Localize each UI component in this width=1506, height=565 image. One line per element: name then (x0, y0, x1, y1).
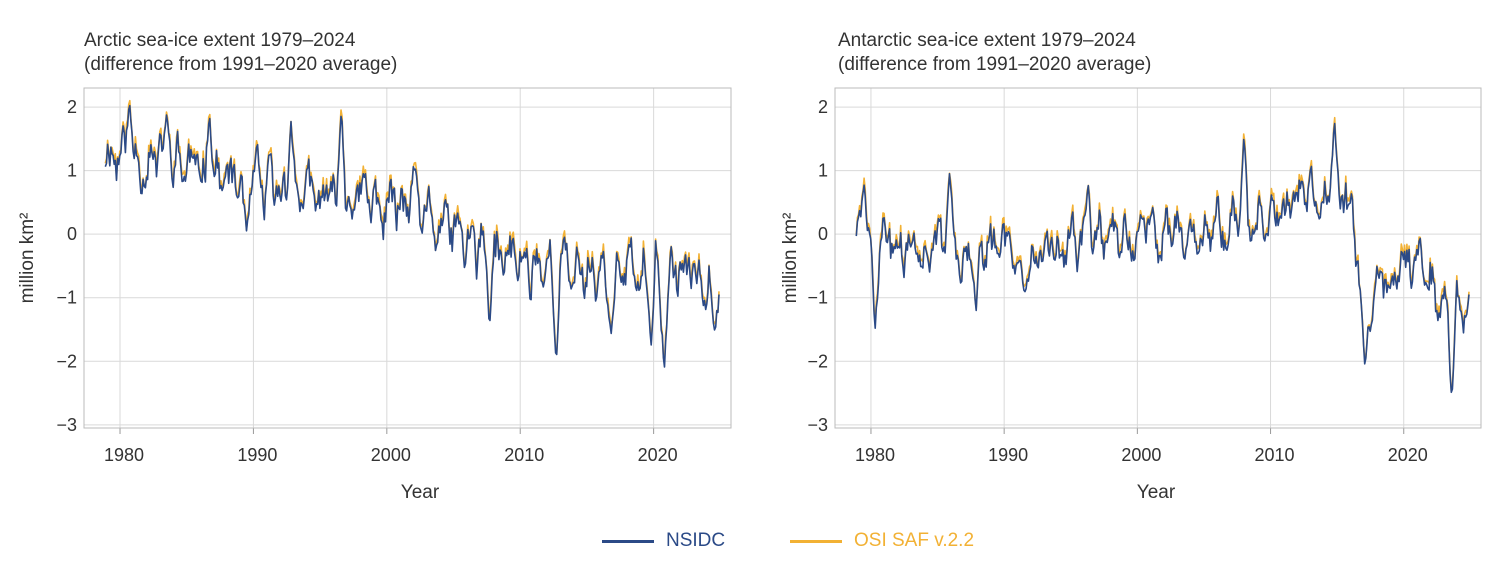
arctic-series-osisaf (104, 99, 720, 364)
antarctic-x-tick-label: 1990 (988, 445, 1028, 465)
antarctic-y-tick-label: −1 (807, 288, 828, 308)
antarctic-x-tick-label: 2010 (1255, 445, 1295, 465)
arctic-title-line1: Arctic sea-ice extent 1979–2024 (84, 30, 356, 51)
antarctic-x-tick-label: 2000 (1121, 445, 1161, 465)
antarctic-series-nsidc (855, 122, 1470, 394)
arctic-y-tick-label: 2 (67, 97, 77, 117)
legend-label-osisaf: OSI SAF v.2.2 (854, 530, 975, 551)
legend-label-nsidc: NSIDC (666, 530, 726, 551)
antarctic-y-tick-label: 0 (818, 224, 828, 244)
legend-item-osisaf: OSI SAF v.2.2 (790, 530, 974, 552)
arctic-y-tick-label: 0 (67, 224, 77, 244)
arctic-plot: 2 1 0 −1 −2 −3 1980 1990 2000 2010 2020 (56, 87, 732, 465)
arctic-title-line2: (difference from 1991–2020 average) (84, 54, 398, 75)
arctic-y-axis-label: million km² (17, 212, 38, 304)
legend-swatch-osisaf (790, 539, 842, 543)
arctic-x-tick-label: 2000 (371, 445, 411, 465)
arctic-x-axis-label: Year (400, 482, 440, 503)
arctic-y-tick-label: −1 (56, 288, 77, 308)
antarctic-y-tick-label: −2 (807, 351, 828, 371)
arctic-series-nsidc (104, 104, 720, 368)
antarctic-y-tick-label: −3 (807, 415, 828, 435)
antarctic-y-axis-label: million km² (780, 212, 801, 304)
antarctic-y-tick-label: 1 (818, 161, 828, 181)
antarctic-title: Antarctic sea-ice extent 1979–2024 (diff… (838, 29, 1151, 77)
antarctic-x-tick-label: 1980 (855, 445, 895, 465)
arctic-y-tick-label: −3 (56, 415, 77, 435)
arctic-x-tick-label: 1980 (104, 445, 144, 465)
legend: NSIDC OSI SAF v.2.2 (0, 530, 1506, 560)
arctic-y-tick-label: 1 (67, 161, 77, 181)
antarctic-title-line1: Antarctic sea-ice extent 1979–2024 (838, 30, 1136, 51)
arctic-title: Arctic sea-ice extent 1979–2024 (differe… (84, 29, 397, 77)
arctic-x-tick-label: 1990 (237, 445, 277, 465)
antarctic-plot-frame (834, 87, 1482, 429)
legend-item-nsidc: NSIDC (602, 530, 725, 552)
arctic-panel: 2 1 0 −1 −2 −3 1980 1990 2000 2010 2020 Arctic sea… (0, 0, 753, 520)
arctic-x-tick-label: 2020 (638, 445, 678, 465)
arctic-x-tick-label: 2010 (504, 445, 544, 465)
antarctic-plot: 2 1 0 −1 −2 −3 1980 1990 2000 2010 2020 (807, 87, 1482, 465)
legend-swatch-nsidc (602, 539, 654, 543)
antarctic-title-line2: (difference from 1991–2020 average) (838, 54, 1152, 75)
antarctic-x-axis-label: Year (1136, 482, 1176, 503)
antarctic-panel: 2 1 0 −1 −2 −3 1980 1990 2000 2010 2020 Antarctic … (753, 0, 1506, 520)
arctic-y-tick-label: −2 (56, 351, 77, 371)
arctic-plot-frame (83, 87, 732, 429)
antarctic-series-osisaf (855, 116, 1470, 393)
antarctic-y-tick-label: 2 (818, 97, 828, 117)
antarctic-x-tick-label: 2020 (1388, 445, 1428, 465)
